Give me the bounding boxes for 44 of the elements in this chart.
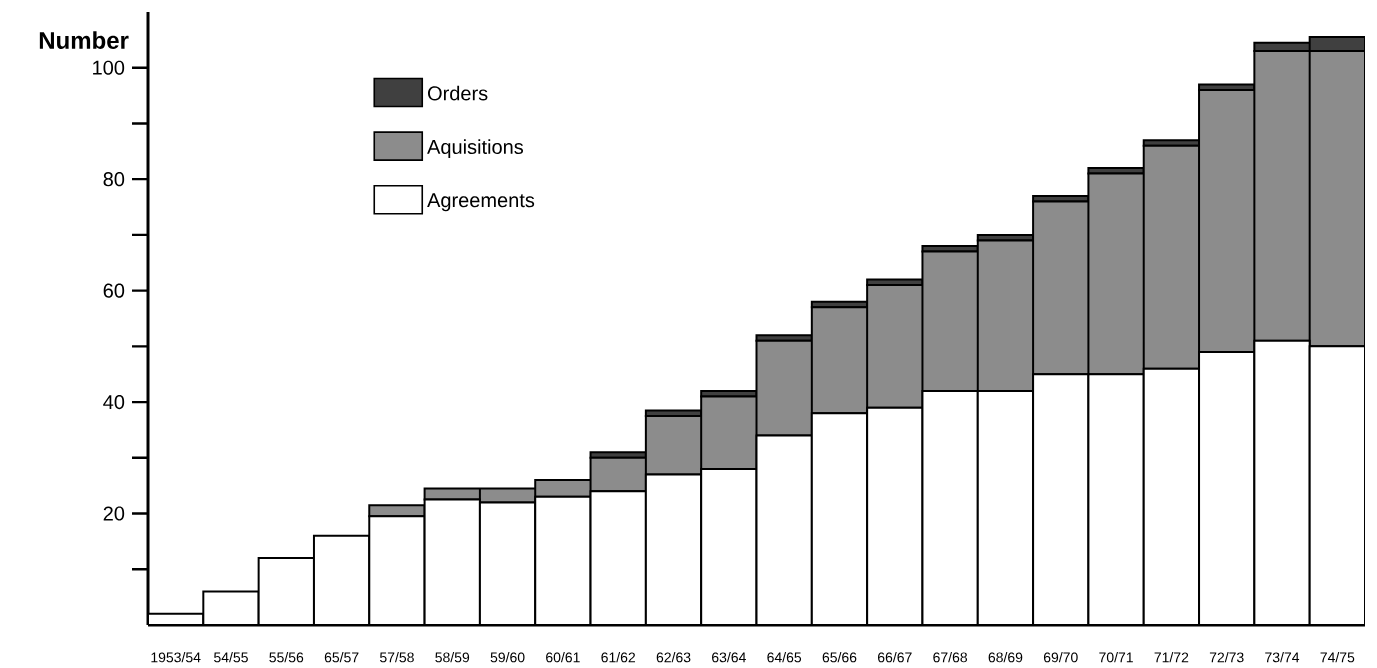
y-axis-title: Number [39,31,129,49]
bar [976,239,1035,392]
bar [866,284,924,409]
bar [1142,144,1201,370]
x-tick-label: 72/73 [1209,652,1244,663]
bar [1308,49,1365,348]
x-tick-label: 58/59 [435,652,470,663]
x-tick-label: 70/71 [1099,652,1133,663]
x-tick-label: 57/58 [379,652,414,663]
x-tick-label: 73/74 [1265,652,1300,663]
x-tick-label: 60/61 [546,652,580,663]
bar [1253,49,1311,342]
x-tick-label: 61/62 [601,652,636,663]
x-tick-label: 64/65 [767,652,802,663]
x-tick-label: 65/57 [324,652,359,663]
bar [1032,200,1090,376]
bar [1087,172,1145,376]
x-tick-label: 71/72 [1154,652,1189,663]
bar [755,339,813,437]
y-tick-label: 40 [103,395,125,410]
x-tick-label: 63/64 [712,652,746,663]
x-tick-label: 1953/54 [151,652,201,663]
legend-label: Aquisitions [427,139,524,158]
bar [810,306,869,415]
bar [921,250,979,392]
x-tick-label: 69/70 [1043,652,1078,663]
x-tick-label: 62/63 [656,652,691,663]
bar [700,395,758,470]
y-tick-label: 100 [93,60,125,75]
x-tick-label: 66/67 [878,652,912,663]
legend-label: Orders [427,85,488,101]
y-tick-label: 20 [103,506,125,521]
x-tick-label: 59/60 [490,652,525,663]
legend-label: Agreements [427,193,535,212]
x-tick-label: 68/69 [988,652,1023,663]
x-tick-label: 54/55 [214,652,248,663]
x-tick-label: 55/56 [269,652,304,663]
x-tick-label: 67/68 [933,652,968,663]
y-tick-label: 80 [103,172,125,187]
x-tick-label: 74/75 [1320,652,1355,663]
x-tick-label: 65/66 [822,652,857,663]
bar [644,415,703,476]
y-tick-label: 60 [103,283,125,298]
bar [1198,89,1256,353]
